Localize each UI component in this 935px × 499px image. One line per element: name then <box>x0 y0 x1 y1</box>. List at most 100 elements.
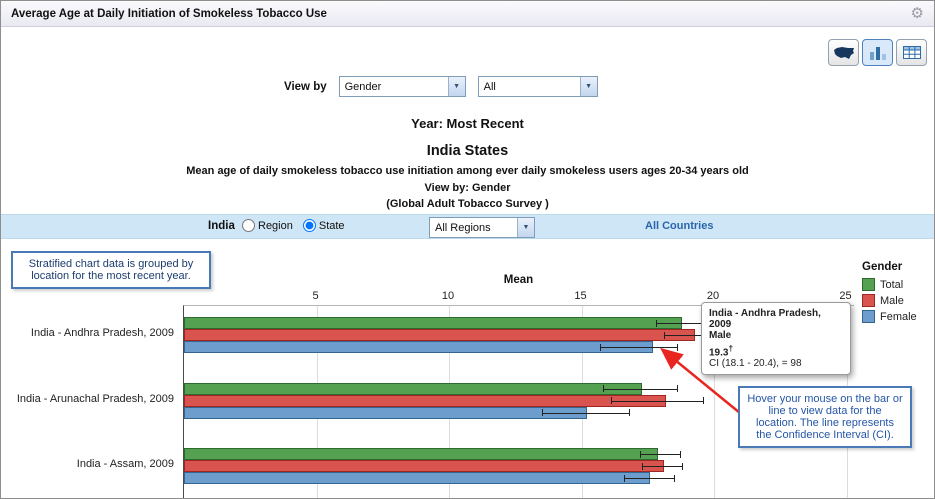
legend-label: Total <box>880 278 904 291</box>
regions-select[interactable]: All Regions ▼ <box>429 217 535 238</box>
tooltip-ci: CI (18.1 - 20.4), = 98 <box>709 358 802 370</box>
confidence-interval-line[interactable] <box>623 478 675 479</box>
ci-cap <box>642 462 644 470</box>
viewby-filter-value: All <box>483 80 496 93</box>
confidence-interval-line[interactable] <box>602 388 677 390</box>
ci-cap <box>703 397 705 404</box>
chevron-down-icon: ▼ <box>447 77 465 96</box>
ci-cap <box>610 397 612 404</box>
ci-cap <box>600 343 602 351</box>
bar-tooltip: India - Andhra Pradesh, 2009 Male 19.3† … <box>701 302 851 376</box>
bar-total[interactable] <box>184 382 643 395</box>
state-radio-option[interactable]: State <box>302 219 345 232</box>
ci-cap <box>663 331 665 339</box>
legend-item: Female <box>862 310 917 323</box>
ci-cap <box>679 450 681 458</box>
map-view-button[interactable] <box>828 39 859 66</box>
bar-total[interactable] <box>184 448 659 460</box>
state-radio[interactable] <box>302 219 316 232</box>
viewby-heading: View by: Gender <box>424 182 511 194</box>
confidence-interval-line[interactable] <box>639 454 680 455</box>
ci-cap <box>674 474 676 482</box>
usa-map-icon <box>833 46 854 59</box>
region-radio[interactable] <box>242 219 255 232</box>
legend-swatch <box>862 278 875 291</box>
legend-label: Female <box>880 310 917 323</box>
confidence-interval-line[interactable] <box>663 335 725 336</box>
chevron-down-icon: ▼ <box>579 77 597 96</box>
legend-swatch <box>862 310 875 323</box>
chevron-down-icon: ▼ <box>517 218 534 237</box>
ci-cap <box>629 409 631 416</box>
x-tick-label: 10 <box>441 290 455 302</box>
confidence-interval-line[interactable] <box>610 400 704 402</box>
category-label: India - Assam, 2009 <box>76 458 174 470</box>
tooltip-value: 19.3† <box>709 343 734 359</box>
chart-title: India States <box>426 143 509 159</box>
plot-area <box>183 305 854 498</box>
regions-select-value: All Regions <box>435 221 491 234</box>
ci-cap <box>639 450 641 458</box>
chart-section: Mean Gender Total Male Female India - Andh… <box>1 245 934 498</box>
viewby-select-value: Gender <box>344 80 382 93</box>
legend-items: Total Male Female <box>862 278 917 323</box>
ci-cap <box>676 385 678 392</box>
legend-swatch <box>862 294 875 307</box>
category-label: India - Arunachal Pradesh, 2009 <box>16 392 174 405</box>
country-label: India <box>208 220 235 232</box>
grouped-data-callout: Stratified chart data is grouped by loca… <box>11 251 211 289</box>
category-label: India - Andhra Pradesh, 2009 <box>30 327 174 339</box>
hover-help-callout: Hover your mouse on the bar or line to v… <box>738 386 912 448</box>
x-tick-label: 5 <box>312 290 319 302</box>
confidence-interval-line[interactable] <box>541 412 630 414</box>
x-tick-label: 15 <box>574 290 587 302</box>
legend-title: Gender <box>862 261 903 273</box>
tooltip-location: India - Andhra Pradesh, 2009 <box>709 308 821 330</box>
year-heading: Year: Most Recent <box>411 116 524 131</box>
location-bar: India Region State All Regions ▼ All Cou… <box>1 214 934 239</box>
bar-female[interactable] <box>184 472 651 484</box>
bar-male[interactable] <box>184 394 667 407</box>
bar-female[interactable] <box>184 341 654 353</box>
ci-cap <box>602 385 604 392</box>
title-bar: Average Age at Daily Initiation of Smoke… <box>1 1 934 27</box>
level-radio-group: Region State <box>242 219 345 232</box>
ci-cap <box>676 343 678 351</box>
confidence-interval-line[interactable] <box>600 347 677 348</box>
x-tick-label: 25 <box>839 290 852 302</box>
ci-cap <box>682 462 684 470</box>
bar-female[interactable] <box>184 406 587 419</box>
viewby-select[interactable]: Gender ▼ <box>338 76 466 97</box>
ci-cap <box>541 409 543 416</box>
ci-cap <box>655 319 657 327</box>
legend-item: Total <box>862 278 917 291</box>
bar-male[interactable] <box>184 460 664 472</box>
table-view-button[interactable] <box>896 39 927 66</box>
bar-chart-icon <box>869 46 886 60</box>
legend-label: Male <box>880 294 904 307</box>
page-title: Average Age at Daily Initiation of Smoke… <box>11 7 327 20</box>
content-area: View by Gender ▼ All ▼ Year: Most Recent… <box>1 27 934 498</box>
viewby-filter-select[interactable]: All ▼ <box>477 76 598 97</box>
chart-view-button[interactable] <box>862 39 893 66</box>
bar-male[interactable] <box>184 329 696 341</box>
view-toggle-group <box>828 39 927 66</box>
region-radio-label: Region <box>258 219 293 232</box>
table-icon <box>902 46 921 59</box>
legend: Gender Total Male Female <box>862 261 917 326</box>
gear-icon[interactable]: ⚙ <box>910 5 924 22</box>
confidence-interval-line[interactable] <box>642 466 683 467</box>
chart-subtitle: Mean age of daily smokeless tobacco use … <box>186 165 749 177</box>
bar-total[interactable] <box>184 317 683 329</box>
source-heading: (Global Adult Tobacco Survey ) <box>386 198 549 210</box>
tooltip-series: Male <box>709 330 732 341</box>
viewby-label: View by <box>284 80 327 93</box>
state-radio-label: State <box>318 219 345 232</box>
region-radio-option[interactable]: Region <box>242 219 293 232</box>
x-axis-title: Mean <box>503 274 534 286</box>
confidence-interval-line[interactable] <box>655 323 709 324</box>
x-tick-label: 20 <box>706 290 720 302</box>
all-countries-link[interactable]: All Countries <box>645 220 714 232</box>
viewby-controls: View by Gender ▼ All ▼ <box>284 76 598 97</box>
